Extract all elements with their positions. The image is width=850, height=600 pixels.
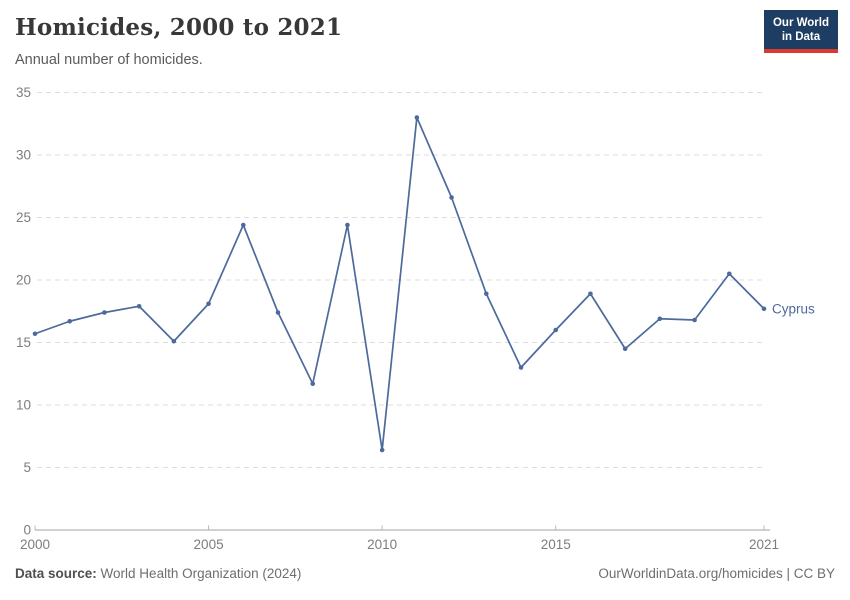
x-tick-label: 2000 [20,537,50,552]
y-tick-label: 5 [23,460,31,475]
logo-line-2: in Data [781,31,821,44]
data-point[interactable] [483,291,489,297]
data-point[interactable] [449,195,454,200]
data-point[interactable] [310,381,316,387]
data-point[interactable] [588,291,593,297]
data-point[interactable] [345,222,350,228]
y-tick-label: 15 [16,335,31,350]
series-line-cyprus[interactable] [34,116,765,451]
data-point[interactable] [553,327,559,333]
data-source-label: Data source: [15,566,97,581]
owid-logo[interactable]: Our World in Data [763,10,838,53]
data-point[interactable] [518,365,524,370]
data-point[interactable] [171,338,177,344]
data-point[interactable] [67,318,73,324]
data-point[interactable] [414,115,420,120]
attribution-link[interactable]: OurWorldinData.org/homicides | CC BY [598,566,835,581]
y-tick-label: 20 [16,273,31,288]
data-point[interactable] [657,316,663,322]
y-tick-label: 30 [16,148,31,163]
data-point[interactable] [726,271,732,277]
data-point[interactable] [622,346,628,352]
data-point[interactable] [32,331,38,337]
y-tick-label: 35 [16,85,31,100]
data-source-value: World Health Organization (2024) [100,566,302,581]
chart-subtitle: Annual number of homicides. [15,52,203,68]
chart-footer: Data source: World Health Organization (… [15,566,835,581]
data-point[interactable] [692,317,697,323]
y-tick-label: 10 [16,398,31,413]
data-point[interactable] [206,301,211,307]
logo-line-1: Our World [772,17,829,29]
y-tick-label: 25 [16,210,31,225]
x-tick-label: 2021 [749,537,779,552]
data-point[interactable] [240,222,246,228]
series-end-label[interactable]: Cyprus [772,301,815,316]
y-tick-label: 0 [23,523,31,538]
x-tick-label: 2005 [194,537,224,552]
data-source: Data source: World Health Organization (… [15,566,301,581]
x-tick-label: 2010 [367,537,397,552]
data-point[interactable] [275,310,281,315]
data-point[interactable] [136,303,142,309]
x-tick-label: 2015 [541,537,571,552]
data-point[interactable] [102,310,107,315]
data-point[interactable] [761,306,767,312]
page-title: Homicides, 2000 to 2021 [15,14,343,41]
data-point[interactable] [379,447,385,453]
